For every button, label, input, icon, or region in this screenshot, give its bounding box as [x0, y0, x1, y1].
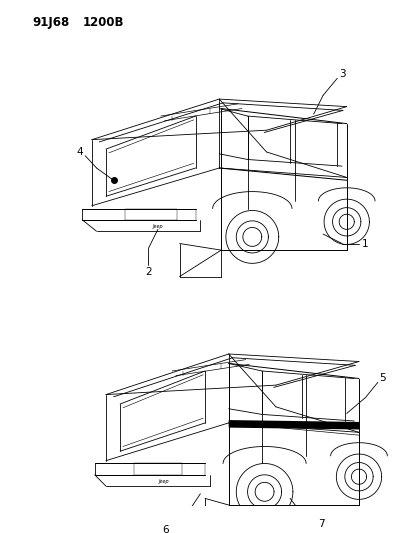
Text: 7: 7 — [317, 519, 324, 529]
Text: Jeep: Jeep — [152, 224, 163, 229]
Text: Jeep: Jeep — [159, 479, 169, 484]
Text: 1: 1 — [361, 239, 368, 248]
Text: 1200B: 1200B — [82, 16, 123, 29]
Text: 2: 2 — [145, 267, 152, 277]
Text: 3: 3 — [338, 69, 344, 78]
Polygon shape — [228, 420, 358, 430]
Text: 4: 4 — [76, 147, 83, 157]
Text: 5: 5 — [378, 373, 385, 383]
Text: 91J68: 91J68 — [32, 16, 69, 29]
Text: 6: 6 — [162, 524, 169, 533]
